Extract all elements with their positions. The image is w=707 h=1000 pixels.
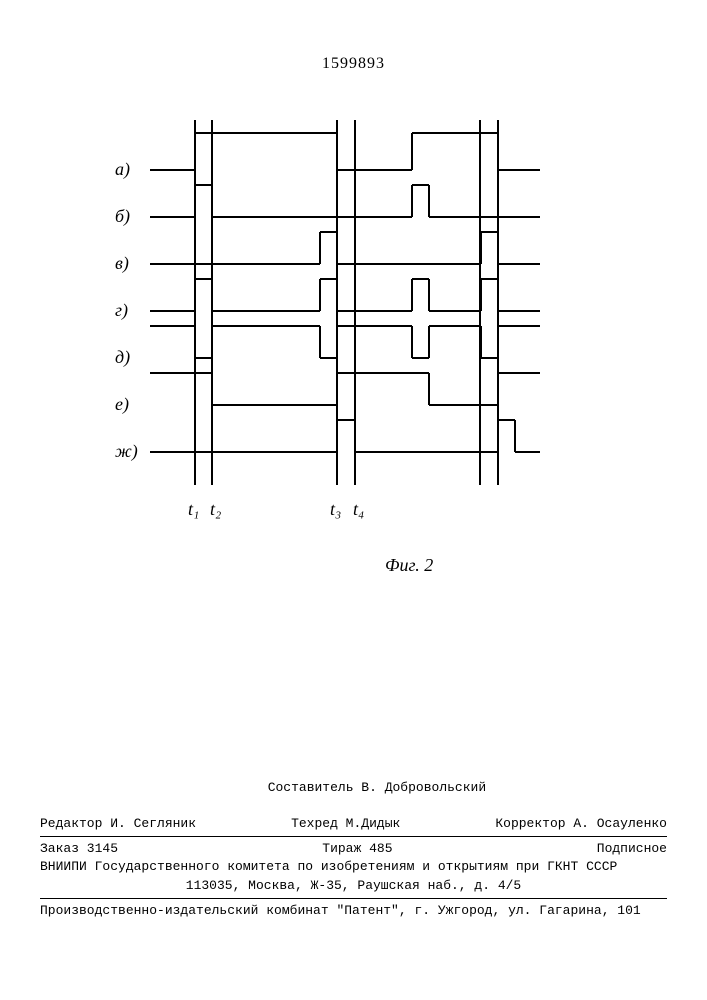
editor-text: Редактор И. Сегляник [40, 815, 196, 833]
patent-page: 1599893 а) б) в) г) д) е) ж) t₁ t₂ t₃ t₄ Фиг. 2 Со… [0, 0, 707, 1000]
footer-order-line: Заказ 3145 Тираж 485 Подписное [40, 840, 667, 858]
timing-diagram: а)б)в)г)д)е)ж)t₁t₂t₃t₄ [110, 115, 550, 515]
svg-text:t₄: t₄ [353, 499, 364, 519]
compiler-text: Составитель В. Добровольский [268, 780, 486, 795]
svg-text:t₃: t₃ [330, 499, 341, 519]
order-text: Заказ 3145 [40, 840, 118, 858]
corrector-text: Корректор А. Осауленко [495, 815, 667, 833]
svg-text:в): в) [115, 253, 129, 274]
footer-address2: Производственно-издательский комбинат "П… [40, 902, 667, 920]
footer-org: ВНИИПИ Государственного комитета по изоб… [40, 858, 667, 876]
tirage-text: Тираж 485 [322, 840, 392, 858]
svg-text:г): г) [115, 300, 128, 321]
subscription-text: Подписное [597, 840, 667, 858]
footer-compiler-line: Составитель В. Добровольский [40, 761, 667, 816]
divider [40, 898, 667, 899]
patent-number: 1599893 [0, 55, 707, 73]
svg-text:е): е) [115, 394, 129, 415]
svg-text:б): б) [115, 206, 130, 227]
figure-caption: Фиг. 2 [385, 555, 433, 576]
svg-text:t₂: t₂ [210, 499, 221, 519]
svg-text:а): а) [115, 159, 130, 180]
svg-text:ж): ж) [115, 441, 138, 462]
techred-text: Техред М.Дидык [291, 815, 400, 833]
divider [40, 836, 667, 837]
footer-credits-line: Редактор И. Сегляник Техред М.Дидык Корр… [40, 815, 667, 833]
footer-address1: 113035, Москва, Ж-35, Раушская наб., д. … [40, 877, 667, 895]
svg-text:д): д) [115, 347, 130, 368]
footer-block: Составитель В. Добровольский Редактор И.… [40, 761, 667, 921]
svg-text:t₁: t₁ [188, 499, 199, 519]
